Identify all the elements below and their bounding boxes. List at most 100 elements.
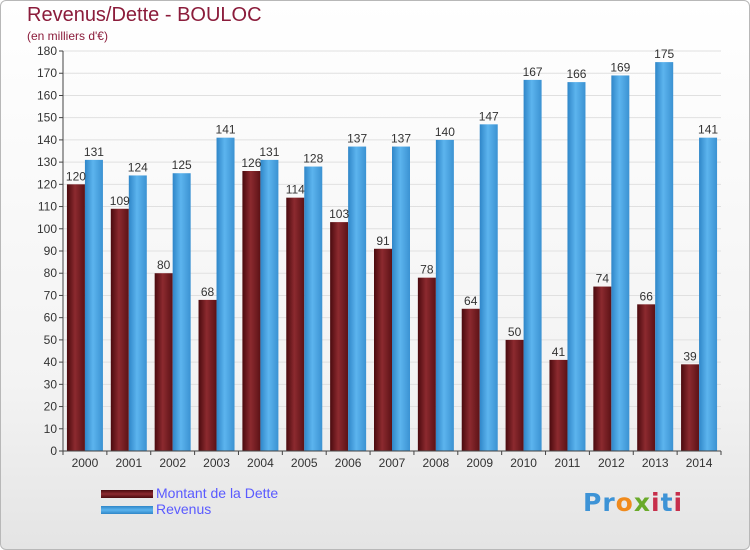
bar-revenue <box>567 82 586 451</box>
bar-revenue <box>216 137 235 451</box>
proxiti-logo: Proxiti <box>583 488 684 517</box>
bar-debt <box>637 304 656 451</box>
bar-debt <box>198 299 217 451</box>
bar-debt <box>593 286 612 451</box>
y-tick-label: 90 <box>44 244 58 258</box>
data-label-debt: 66 <box>640 289 654 303</box>
bar-debt <box>374 248 392 451</box>
bar-revenue <box>304 166 323 452</box>
data-label-debt: 109 <box>110 194 130 208</box>
y-tick-label: 180 <box>37 44 57 58</box>
bar-debt <box>242 171 261 451</box>
x-tick-label: 2006 <box>335 456 362 470</box>
data-label-debt: 41 <box>552 345 566 359</box>
data-label-revenue: 166 <box>566 67 586 81</box>
x-tick-label: 2012 <box>598 456 625 470</box>
bar-debt <box>66 184 85 452</box>
y-tick-label: 120 <box>37 177 57 191</box>
y-tick-label: 30 <box>44 377 58 391</box>
data-label-debt: 50 <box>508 325 522 339</box>
x-tick-label: 2014 <box>686 456 713 470</box>
bar-revenue <box>479 124 498 451</box>
data-label-debt: 64 <box>464 294 478 308</box>
y-tick-label: 140 <box>37 133 57 147</box>
y-tick-label: 160 <box>37 88 57 102</box>
data-label-revenue: 169 <box>610 60 630 74</box>
x-tick-label: 2003 <box>203 456 230 470</box>
bar-debt <box>330 222 349 451</box>
data-label-debt: 126 <box>241 156 261 170</box>
bar-debt <box>286 197 305 451</box>
data-label-revenue: 125 <box>172 158 192 172</box>
bar-debt <box>417 277 436 451</box>
bar-revenue <box>611 75 630 451</box>
legend-swatch-debt <box>101 490 153 498</box>
bar-revenue <box>84 159 103 451</box>
y-tick-label: 170 <box>37 66 57 80</box>
chart-title: Revenus/Dette - BOULOC <box>27 4 262 26</box>
bar-revenue <box>655 62 674 451</box>
bar-revenue <box>128 175 147 451</box>
bar-revenue <box>435 139 454 451</box>
x-tick-label: 2004 <box>247 456 274 470</box>
data-label-debt: 39 <box>683 349 697 363</box>
bar-revenue <box>699 137 718 451</box>
y-tick-label: 20 <box>44 400 58 414</box>
y-tick-label: 50 <box>44 333 58 347</box>
data-label-revenue: 131 <box>259 145 279 159</box>
x-tick-label: 2005 <box>291 456 318 470</box>
bar-debt <box>461 308 480 451</box>
x-tick-label: 2001 <box>115 456 142 470</box>
bar-revenue <box>172 173 191 451</box>
x-tick-label: 2009 <box>466 456 493 470</box>
bar-debt <box>505 339 524 451</box>
chart-subtitle: (en milliers d'€) <box>27 29 108 43</box>
y-tick-label: 100 <box>37 222 57 236</box>
data-label-debt: 103 <box>329 207 349 221</box>
y-tick-label: 0 <box>50 444 57 458</box>
x-tick-label: 2000 <box>72 456 99 470</box>
bar-debt <box>110 208 129 451</box>
y-tick-label: 70 <box>44 288 58 302</box>
y-tick-label: 110 <box>38 200 57 214</box>
data-label-revenue: 175 <box>654 47 674 61</box>
data-label-revenue: 131 <box>84 145 104 159</box>
x-tick-label: 2010 <box>510 456 537 470</box>
x-tick-label: 2008 <box>423 456 450 470</box>
legend-label-debt: Montant de la Dette <box>156 485 279 501</box>
y-tick-label: 60 <box>44 311 58 325</box>
bar-debt <box>154 273 173 451</box>
data-label-debt: 114 <box>286 183 305 197</box>
data-label-debt: 78 <box>420 263 434 277</box>
bar-revenue <box>260 159 279 451</box>
data-label-revenue: 137 <box>347 132 367 146</box>
legend-label-revenue: Revenus <box>156 501 212 517</box>
data-label-debt: 80 <box>157 258 171 272</box>
bar-debt <box>549 359 568 451</box>
data-label-revenue: 147 <box>479 109 499 123</box>
data-label-debt: 74 <box>596 272 610 286</box>
x-tick-label: 2011 <box>555 456 581 470</box>
data-label-debt: 120 <box>66 169 86 183</box>
y-tick-label: 130 <box>37 155 57 169</box>
x-tick-label: 2007 <box>379 456 406 470</box>
y-tick-label: 10 <box>44 422 58 436</box>
bar-debt <box>681 364 700 451</box>
bar-revenue <box>348 146 367 452</box>
data-label-revenue: 167 <box>523 65 543 79</box>
x-tick-label: 2002 <box>159 456 186 470</box>
data-label-revenue: 140 <box>435 125 455 139</box>
x-tick-label: 2013 <box>642 456 669 470</box>
data-label-debt: 91 <box>376 234 390 248</box>
data-label-revenue: 128 <box>303 152 323 166</box>
data-label-debt: 68 <box>201 285 215 299</box>
y-tick-label: 150 <box>37 111 57 125</box>
bar-revenue <box>392 146 410 452</box>
data-label-revenue: 124 <box>128 160 148 174</box>
data-label-revenue: 137 <box>391 132 411 146</box>
y-tick-label: 40 <box>44 355 58 369</box>
y-tick-label: 80 <box>44 266 58 280</box>
bar-revenue <box>523 79 542 451</box>
